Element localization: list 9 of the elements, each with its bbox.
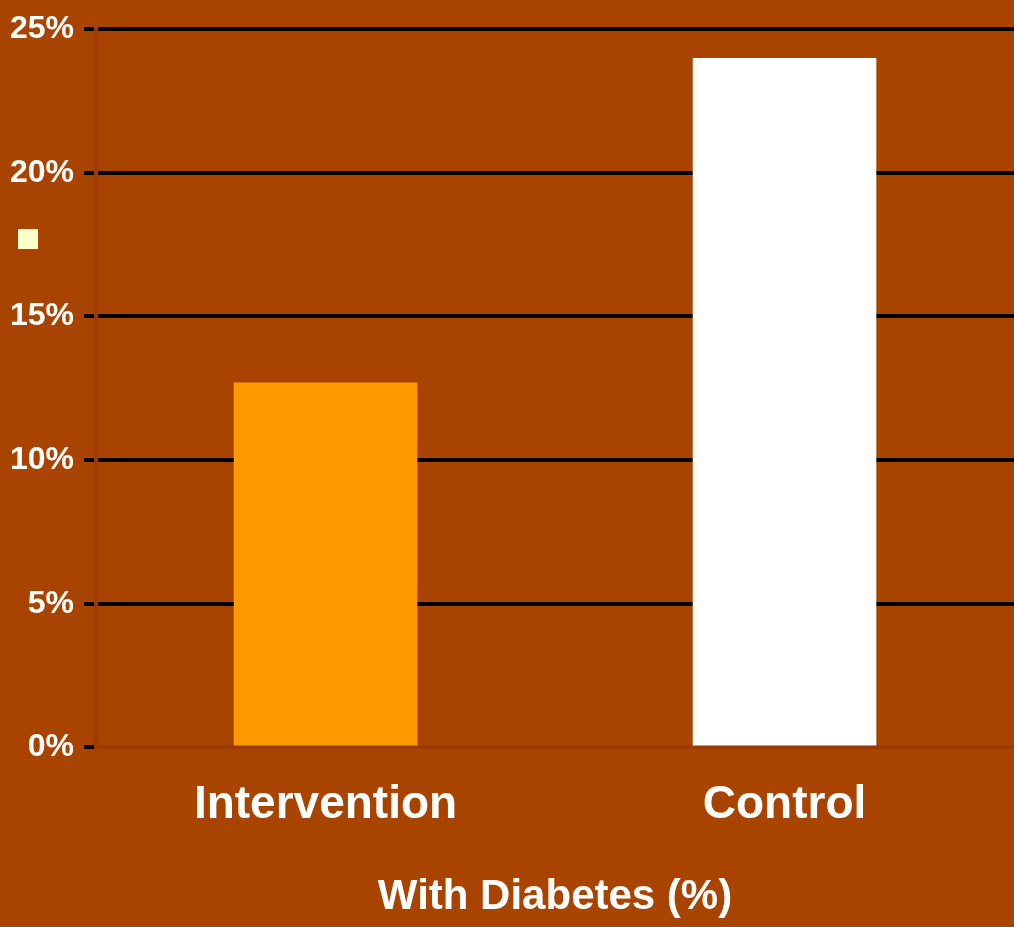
x-tick-label: Control	[702, 775, 867, 828]
y-tick-label: 20%	[10, 152, 75, 189]
x-tick-label: Intervention	[193, 775, 458, 828]
y-tick-label: 0%	[27, 727, 75, 764]
y-tick-label: 25%	[10, 9, 75, 46]
y-tick-label: 10%	[10, 439, 75, 476]
y-tick-label: 5%	[27, 583, 75, 620]
y-tick-label: 15%	[10, 296, 75, 333]
x-axis-title: With Diabetes (%)	[377, 871, 733, 919]
